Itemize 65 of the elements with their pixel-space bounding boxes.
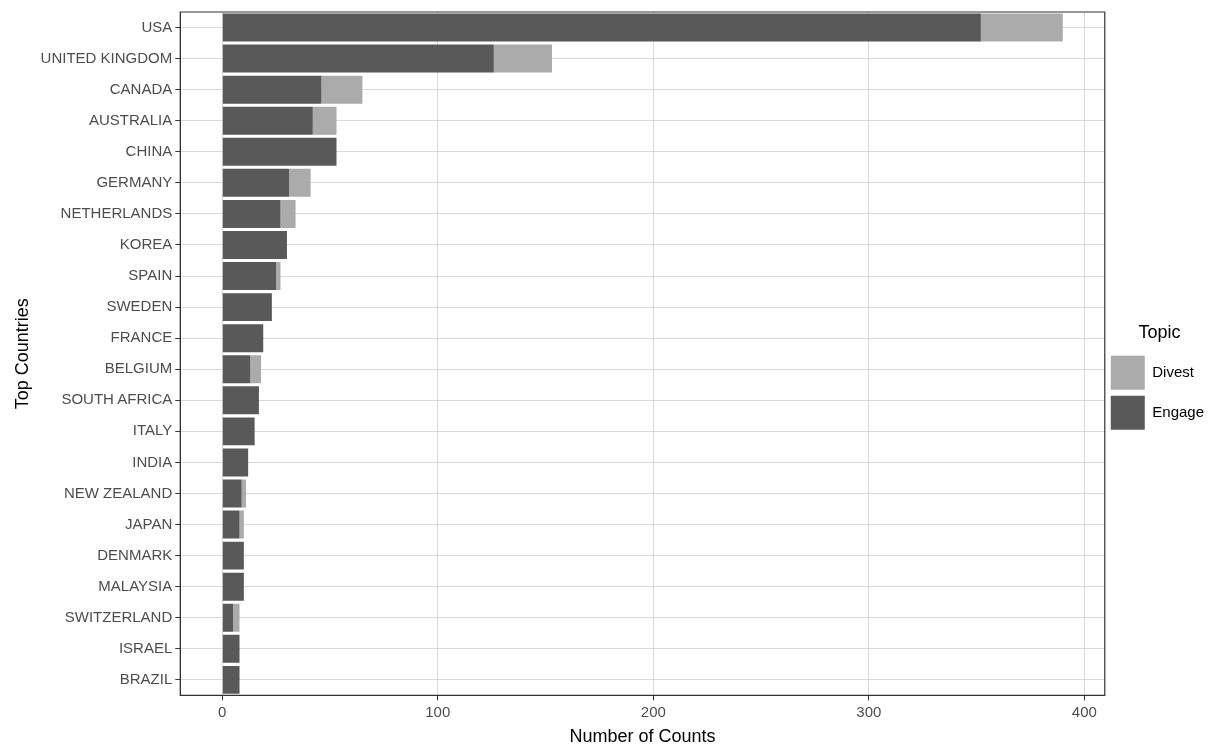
bar [222, 231, 287, 259]
bar [222, 262, 277, 291]
bar [321, 75, 363, 104]
bar [233, 603, 240, 632]
bar [222, 510, 240, 539]
bar [250, 355, 262, 384]
y-tick-label: SWITZERLAND [64, 607, 173, 625]
x-tick-label: 400 [1071, 702, 1097, 720]
x-tick-label: 100 [425, 702, 451, 720]
legend-title: Topic [1138, 322, 1181, 343]
y-tick-label: SWEDEN [106, 297, 173, 315]
x-tick-label: 0 [218, 702, 227, 720]
bar [222, 541, 244, 570]
y-tick-label: NETHERLANDS [60, 204, 173, 222]
bar [222, 355, 251, 384]
bar [276, 262, 281, 291]
legend-label: Divest [1152, 362, 1195, 380]
bar [222, 386, 259, 415]
y-tick-label: JAPAN [125, 514, 173, 532]
bar [493, 44, 553, 73]
bar [289, 168, 311, 197]
legend-label: Engage [1152, 402, 1204, 420]
bar [222, 44, 494, 73]
y-tick-label: ISRAEL [118, 638, 173, 656]
y-tick-label: AUSTRALIA [88, 110, 173, 128]
y-tick-label: UNITED KINGDOM [40, 48, 173, 66]
y-tick-label: BRAZIL [119, 670, 173, 688]
bar [222, 324, 264, 353]
bar [980, 13, 1063, 42]
y-tick-label: DENMARK [97, 545, 173, 563]
y-axis-title: Top Countries [11, 298, 32, 410]
x-axis-title: Number of Counts [569, 726, 716, 747]
bar [222, 417, 255, 446]
bar [241, 479, 246, 508]
y-tick-label: ITALY [132, 421, 173, 439]
y-tick-label: CHINA [125, 141, 173, 159]
bar [222, 572, 244, 601]
y-tick-label: SOUTH AFRICA [61, 390, 173, 408]
x-tick-label: 300 [856, 702, 882, 720]
y-tick-label: USA [141, 17, 173, 35]
y-tick-label: MALAYSIA [98, 576, 173, 594]
x-tick-label: 200 [640, 702, 666, 720]
y-tick-label: BELGIUM [104, 359, 173, 377]
bar [312, 106, 337, 135]
bar [222, 665, 240, 694]
bar [222, 168, 290, 197]
bar [222, 448, 249, 477]
y-tick-label: CANADA [109, 79, 173, 97]
bar [280, 199, 296, 228]
bar [222, 479, 242, 508]
y-tick-label: GERMANY [96, 172, 173, 190]
bar [222, 75, 322, 104]
y-tick-label: KOREA [119, 235, 173, 253]
bar [222, 634, 240, 663]
y-tick-label: SPAIN [128, 266, 173, 284]
bar [222, 13, 981, 42]
y-tick-label: NEW ZEALAND [63, 483, 173, 501]
bar [222, 603, 234, 632]
bar [222, 199, 281, 228]
y-tick-label: FRANCE [110, 328, 173, 346]
y-tick-label: INDIA [132, 452, 173, 470]
bar [239, 510, 244, 539]
bar [222, 106, 313, 135]
bar [222, 137, 337, 166]
bar [222, 293, 272, 322]
